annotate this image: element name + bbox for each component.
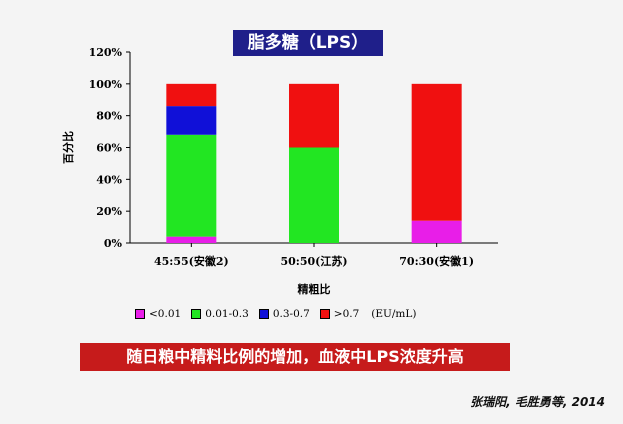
y-tick-label: 60% bbox=[96, 142, 122, 155]
bar-segment bbox=[166, 236, 217, 243]
citation: 张瑞阳, 毛胜勇等, 2014 bbox=[470, 395, 605, 409]
x-tick-label: 70:30(安徽1) bbox=[399, 254, 474, 268]
y-tick-label: 100% bbox=[89, 78, 123, 91]
chart-title: 脂多糖（LPS） bbox=[233, 30, 383, 56]
y-tick-label: 40% bbox=[96, 173, 122, 186]
legend-label: 0.3-0.7 bbox=[272, 308, 310, 320]
legend-swatch bbox=[135, 309, 145, 319]
y-axis-label: 百分比 bbox=[61, 131, 75, 164]
legend-item: <0.01 bbox=[135, 308, 181, 320]
legend-item: >0.7 bbox=[319, 308, 360, 320]
legend-item: 0.01-0.3 bbox=[191, 308, 249, 320]
bar-segment bbox=[166, 83, 217, 107]
legend-swatch bbox=[191, 309, 202, 319]
legend-label: 0.01-0.3 bbox=[205, 308, 249, 320]
x-axis-label: 精粗比 bbox=[298, 282, 331, 296]
legend: <0.01 0.01-0.3 0.3-0.7 >0.7 (EU/mL) bbox=[135, 308, 416, 320]
x-tick-label: 50:50(江苏) bbox=[280, 254, 347, 268]
bar-segment bbox=[166, 134, 217, 237]
bar-segment bbox=[289, 147, 339, 243]
y-tick-label: 20% bbox=[96, 205, 122, 218]
bar-segment bbox=[289, 83, 339, 148]
legend-label: <0.01 bbox=[149, 308, 182, 320]
y-tick-label: 120% bbox=[89, 46, 123, 59]
legend-swatch bbox=[319, 309, 330, 319]
legend-unit: (EU/mL) bbox=[371, 308, 417, 320]
y-tick-label: 0% bbox=[104, 237, 123, 250]
conclusion-banner: 随日粮中精料比例的增加，血液中LPS浓度升高 bbox=[80, 343, 510, 371]
bar-segment bbox=[166, 106, 217, 135]
legend-item: 0.3-0.7 bbox=[258, 308, 310, 320]
bar-segment bbox=[411, 220, 462, 243]
x-tick-label: 45:55(安徽2) bbox=[154, 254, 229, 268]
bar-segment bbox=[411, 83, 462, 221]
y-tick-label: 80% bbox=[96, 110, 122, 123]
legend-label: >0.7 bbox=[333, 308, 360, 320]
legend-swatch bbox=[258, 309, 269, 319]
